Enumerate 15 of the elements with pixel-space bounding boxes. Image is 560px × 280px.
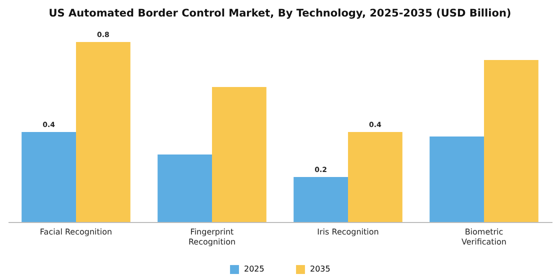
x-tick-label: Iris Recognition <box>317 228 379 236</box>
bar <box>294 177 348 222</box>
bar <box>76 42 130 222</box>
bar <box>212 87 266 222</box>
bar <box>484 60 538 222</box>
bar <box>158 154 212 222</box>
bar <box>22 132 76 222</box>
x-tick-label: Facial Recognition <box>40 228 112 236</box>
legend-label: 2035 <box>310 264 330 274</box>
x-tick-label: Biometric Verification <box>462 228 506 246</box>
legend-label: 2025 <box>244 264 264 274</box>
bar <box>430 136 484 222</box>
chart-title: US Automated Border Control Market, By Technology, 2025-2035 (USD Billion) <box>48 8 512 20</box>
bar <box>348 132 402 222</box>
x-tick-label: Fingerprint Recognition <box>188 228 236 246</box>
